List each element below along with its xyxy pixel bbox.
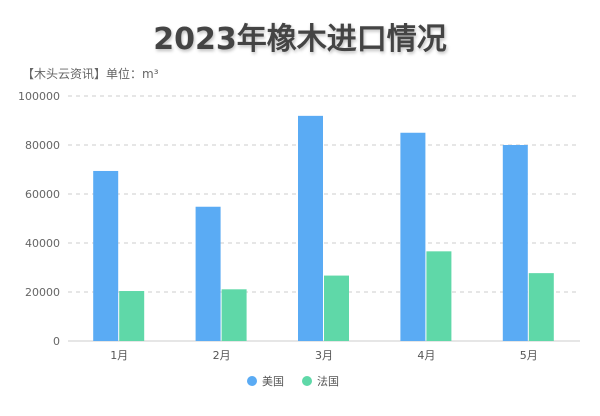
bar-法国-2月 (221, 289, 247, 341)
chart-subtitle: 【木头云资讯】单位：m³ (22, 67, 159, 81)
y-tick-label: 20000 (25, 286, 60, 299)
bar-法国-4月 (426, 251, 452, 341)
legend-label: 法国 (317, 374, 339, 388)
x-tick-label: 5月 (520, 349, 538, 362)
bar-美国-2月 (195, 206, 221, 341)
x-tick-label: 3月 (315, 349, 333, 362)
x-tick-label: 1月 (110, 349, 128, 362)
x-tick-label: 2月 (213, 349, 231, 362)
bar-法国-3月 (324, 275, 349, 341)
y-tick-label: 60000 (25, 188, 60, 201)
bar-法国-1月 (119, 291, 145, 341)
legend-marker (247, 376, 257, 386)
bar-美国-5月 (502, 145, 528, 341)
bar-美国-1月 (93, 170, 119, 341)
bar-美国-4月 (400, 132, 426, 341)
chart-title: 2023年橡木进口情况 (153, 22, 447, 57)
y-tick-label: 80000 (25, 139, 60, 152)
y-tick-label: 0 (53, 335, 60, 348)
bar-法国-5月 (528, 273, 554, 341)
legend-marker (302, 376, 312, 386)
y-tick-label: 40000 (25, 237, 60, 250)
legend-label: 美国 (262, 375, 284, 388)
y-tick-label: 100000 (18, 90, 60, 103)
x-tick-label: 4月 (417, 349, 435, 362)
bar-美国-3月 (298, 115, 323, 341)
